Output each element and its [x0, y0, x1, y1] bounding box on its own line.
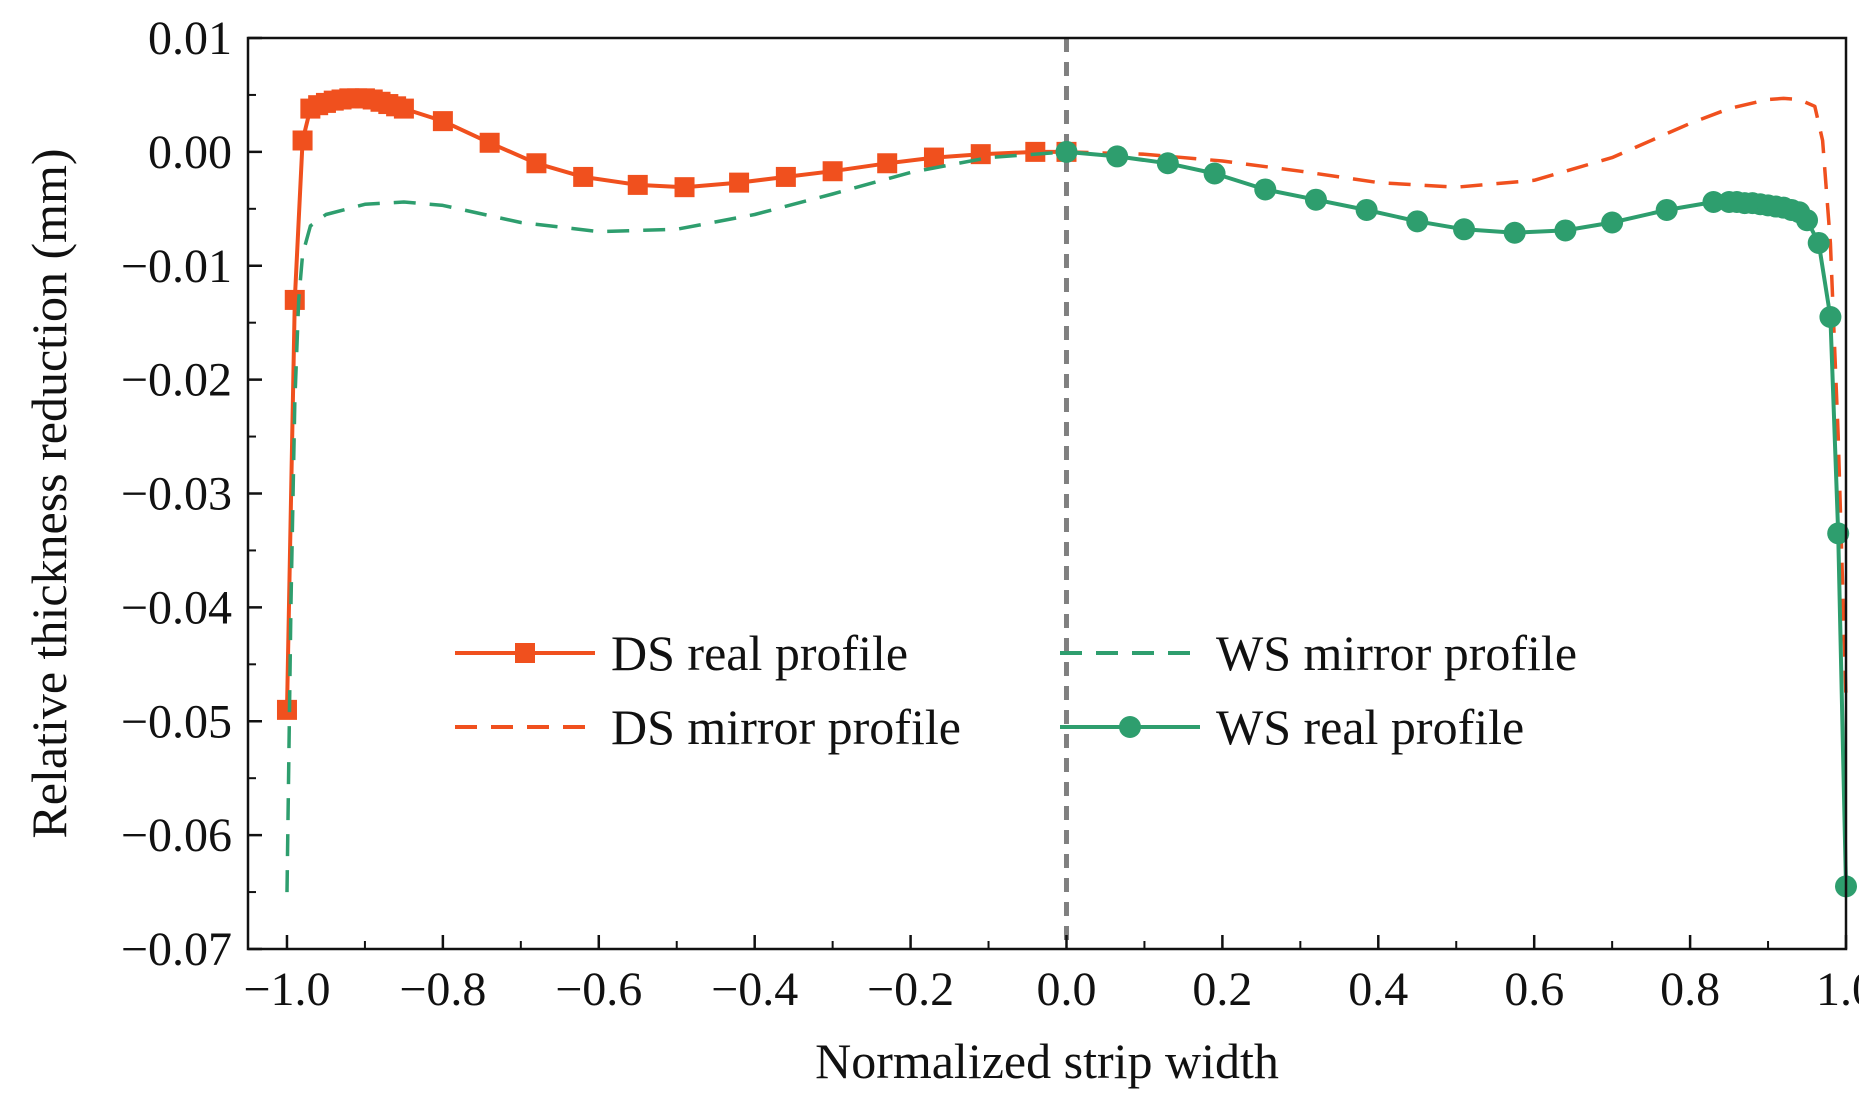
- y-tick-label: −0.01: [121, 240, 232, 293]
- data-point-ws-real-profile: [1819, 305, 1842, 328]
- data-point-ws-real-profile: [1827, 522, 1850, 545]
- legend-item-ds-real-profile: DS real profile: [455, 625, 908, 681]
- x-axis-label: Normalized strip width: [815, 1033, 1279, 1089]
- legend-marker: [1119, 716, 1141, 738]
- y-tick-label: −0.06: [121, 809, 232, 862]
- series-line-ws-mirror-profile: [285, 150, 1067, 893]
- x-tick-label: 0.6: [1504, 963, 1564, 1016]
- legend-label: DS real profile: [611, 625, 908, 681]
- series-line-ws-real-profile: [1066, 149, 1848, 887]
- data-point-ds-real-profile: [1025, 141, 1046, 162]
- data-point-ws-real-profile: [1156, 152, 1179, 175]
- data-point-ds-real-profile: [627, 174, 648, 195]
- x-tick-label: −0.8: [399, 963, 486, 1016]
- data-point-ws-real-profile: [1254, 178, 1277, 201]
- x-tick-label: 0.8: [1660, 963, 1720, 1016]
- data-point-ws-real-profile: [1453, 218, 1476, 241]
- data-point-ds-real-profile: [292, 130, 313, 151]
- data-point-ws-real-profile: [1406, 210, 1429, 233]
- legend-marker: [515, 643, 535, 663]
- legend-item-ds-mirror-profile: DS mirror profile: [455, 699, 961, 755]
- y-tick-label: −0.04: [121, 581, 232, 634]
- y-tick-label: −0.02: [121, 354, 232, 407]
- y-tick-label: 0.00: [148, 126, 232, 179]
- data-point-ws-real-profile: [1807, 231, 1830, 254]
- legend-item-ws-mirror-profile: WS mirror profile: [1060, 625, 1577, 681]
- data-point-ds-real-profile: [393, 98, 414, 119]
- data-point-ds-real-profile: [877, 153, 898, 174]
- legend-label: WS mirror profile: [1216, 625, 1577, 681]
- legend-item-ws-real-profile: WS real profile: [1060, 699, 1524, 755]
- series-line-ds-mirror-profile: [1066, 96, 1848, 699]
- x-tick-label: 0.2: [1192, 963, 1252, 1016]
- legend-label: DS mirror profile: [611, 699, 961, 755]
- data-point-ws-real-profile: [1355, 198, 1378, 221]
- data-point-ws-real-profile: [1554, 219, 1577, 242]
- data-point-ds-real-profile: [573, 166, 594, 187]
- data-point-ws-real-profile: [1503, 221, 1526, 244]
- data-point-ds-real-profile: [729, 172, 750, 193]
- y-axis-label: Relative thickness reduction (mm): [21, 148, 77, 838]
- data-point-ds-real-profile: [822, 161, 843, 182]
- y-tick-label: 0.01: [148, 12, 232, 65]
- x-tick-label: −1.0: [243, 963, 330, 1016]
- data-point-ds-real-profile: [526, 153, 547, 174]
- data-point-ds-real-profile: [775, 166, 796, 187]
- data-point-ws-real-profile: [1796, 209, 1819, 232]
- data-point-ds-real-profile: [674, 177, 695, 198]
- data-point-ws-real-profile: [1601, 211, 1624, 234]
- x-tick-label: −0.6: [555, 963, 642, 1016]
- y-tick-label: −0.05: [121, 695, 232, 748]
- data-point-ws-real-profile: [1655, 198, 1678, 221]
- data-point-ws-real-profile: [1702, 190, 1725, 213]
- data-point-ds-real-profile: [479, 132, 500, 153]
- data-point-ws-real-profile: [1055, 140, 1078, 163]
- plot-frame: [246, 36, 1848, 951]
- data-point-ds-real-profile: [284, 289, 305, 310]
- legend: DS real profile DS mirror profile WS mirro…: [455, 625, 1577, 755]
- x-tick-label: 0.4: [1348, 963, 1408, 1016]
- x-tick-label: −0.4: [711, 963, 798, 1016]
- x-tick-label: 0.0: [1036, 963, 1096, 1016]
- x-tick-label: −0.2: [867, 963, 954, 1016]
- data-point-ws-real-profile: [1304, 188, 1327, 211]
- data-point-ws-real-profile: [1203, 162, 1226, 185]
- data-point-ds-real-profile: [923, 147, 944, 168]
- y-tick-label: −0.07: [121, 923, 232, 976]
- x-tick-label: 1.0: [1816, 963, 1859, 1016]
- data-point-ds-real-profile: [276, 699, 297, 720]
- data-point-ws-real-profile: [1106, 145, 1129, 168]
- y-tick-label: −0.03: [121, 468, 232, 521]
- legend-label: WS real profile: [1216, 699, 1524, 755]
- data-point-ds-real-profile: [432, 111, 453, 132]
